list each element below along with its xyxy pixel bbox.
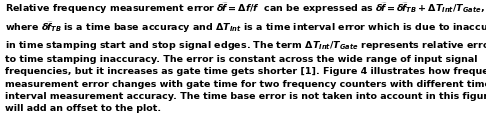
Text: Relative frequency measurement error $\widetilde{\delta\!f}=\Delta f/f$  can be : Relative frequency measurement error $\w… bbox=[5, 1, 486, 113]
